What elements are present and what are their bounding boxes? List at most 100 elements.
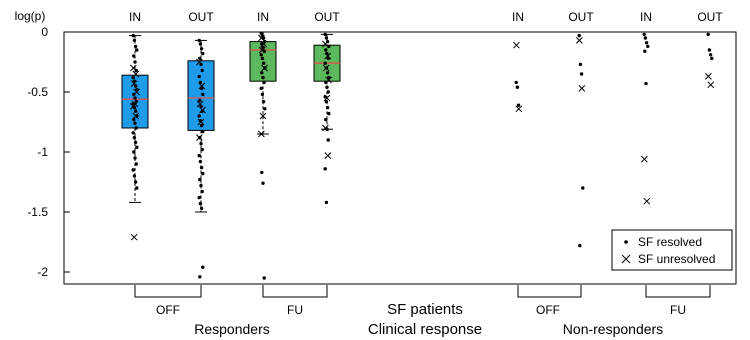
resolved-point [197,74,201,79]
unresolved-point [643,197,651,205]
resolved-point [133,96,137,100]
unresolved-point [576,37,583,44]
cross-stroke [258,34,265,42]
non-responders-off-label: OFF [536,303,560,317]
resolved-point [132,174,137,178]
unresolved-point [513,41,520,49]
unresolved-point [130,64,137,72]
resolved-point [197,153,201,158]
group-brackets [134,285,711,298]
resolved-point [261,75,265,80]
resolved-point [131,131,135,135]
resolved-point [135,145,139,149]
resolved-point [324,99,329,104]
center-label-line2: Clinical response [368,321,482,338]
unresolved-point [260,40,268,48]
resolved-point [132,150,136,154]
column-header-label: IN [640,10,652,24]
resolved-point [578,62,583,67]
unresolved-point [132,112,140,120]
cross-stroke [133,88,140,96]
cross-stroke [578,85,586,92]
resolved-point [262,80,266,85]
resolved-point [199,141,203,146]
legend-cross-marker [621,254,631,264]
unresolved-point [130,233,138,241]
unresolved-point [199,106,206,114]
resolved-point [324,117,328,122]
resolved-point [200,189,204,194]
resolved-point [198,275,202,279]
resolved-point [644,81,648,86]
resolved-point [260,170,264,175]
resolved-point [132,38,137,43]
unresolved-point [325,76,332,84]
resolved-point [201,92,205,97]
resolved-point [199,123,204,128]
resolved-point [259,53,263,57]
responders-off-label: OFF [156,303,180,317]
responders-label: Responders [194,321,270,337]
unresolved-point [324,52,332,60]
bracket-responders-off [134,285,202,298]
resolved-point [326,90,330,94]
resolved-point [197,195,201,200]
cross-stroke [322,64,330,72]
column-header-label: IN [129,10,141,24]
group-labels: OFF FU OFF FU Responders SF patients Cli… [134,285,711,338]
legend-box [611,229,733,271]
resolved-point [710,56,714,61]
cross-stroke [130,233,138,241]
resolved-point [578,243,582,248]
resolved-point [132,54,136,58]
resolved-point [132,135,137,140]
resolved-point [198,177,202,182]
column-header-label: OUT [188,10,214,24]
resolved-point [707,48,712,52]
y-axis-ticks: 0 -0.5 -1 -1.5 -2 [27,25,70,279]
resolved-point [646,44,650,49]
resolved-point [577,33,581,38]
column-header-label: OUT [314,10,340,24]
center-label-line1: SF patients [387,301,463,318]
resolved-point [325,71,330,75]
resolved-point [262,276,266,280]
legend-dot-marker [624,240,628,244]
resolved-point [201,171,205,176]
cross-stroke [196,134,203,141]
cross-stroke [258,46,266,54]
resolved-point [259,86,263,91]
resolved-point [642,32,646,37]
unresolved-point [705,73,712,80]
resolved-point [198,56,202,61]
resolved-point [133,44,138,49]
resolved-point [706,32,710,37]
resolved-point [324,48,328,52]
resolved-point [198,98,202,103]
unresolved-point [322,40,329,48]
unresolved-point [578,85,586,92]
unresolved-point [322,124,329,132]
resolved-point [326,138,330,142]
cross-stroke [641,155,648,163]
resolved-point [516,103,521,107]
unresolved-point [261,64,268,72]
resolved-point [260,71,264,75]
cross-stroke [132,112,140,120]
non-responders-fu-label: FU [670,303,686,317]
resolved-point [260,56,265,61]
resolved-point [260,92,265,97]
cross-stroke [259,112,267,120]
cross-stroke [261,64,268,72]
unresolved-point [515,105,523,113]
resolved-point [579,72,584,76]
resolved-point [133,180,138,184]
resolved-point [200,147,204,152]
resolved-point [198,201,203,206]
legend-label-unresolved: SF unresolved [638,252,715,266]
resolved-point [262,49,266,53]
data-columns: IN OUT IN OUT IN OUT IN OUT [121,10,723,280]
unresolved-point [258,34,265,42]
cross-stroke [130,103,137,110]
unresolved-point [197,118,205,126]
